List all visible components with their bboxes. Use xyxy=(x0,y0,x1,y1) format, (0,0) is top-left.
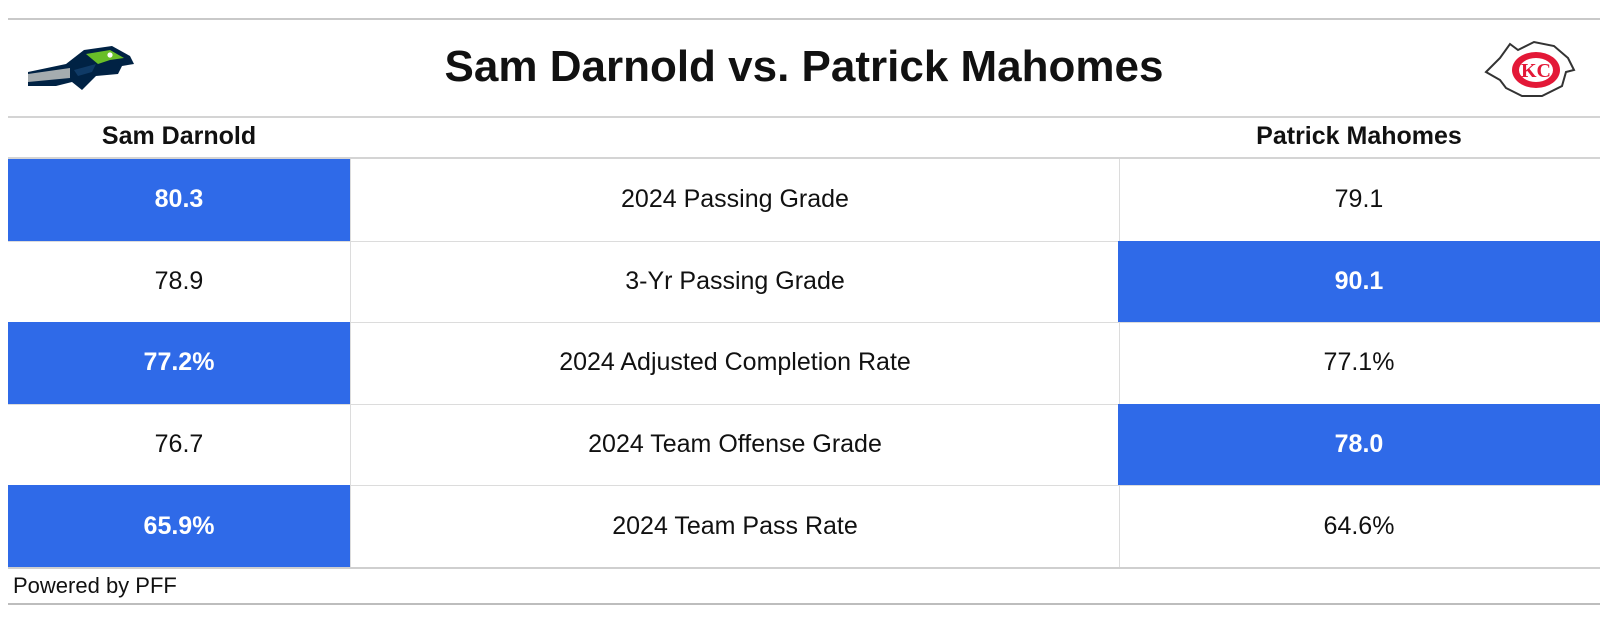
top-rule xyxy=(8,18,1600,20)
kc-letters: KC xyxy=(1521,60,1551,82)
page-title: Sam Darnold vs. Patrick Mahomes xyxy=(444,42,1164,91)
footer-credit: Powered by PFF xyxy=(13,573,177,598)
right-value-cell: 78.0 xyxy=(1118,403,1600,486)
left-value-cell: 80.3 xyxy=(8,159,350,241)
table-row: 76.7 2024 Team Offense Grade 78.0 xyxy=(8,403,1600,487)
left-value-cell: 65.9% xyxy=(8,485,350,567)
right-value-cell: 77.1% xyxy=(1323,348,1395,377)
header: Sam Darnold vs. Patrick Mahomes KC xyxy=(8,20,1600,118)
chiefs-logo: KC xyxy=(1484,40,1576,97)
table-row: 77.2% 2024 Adjusted Completion Rate 77.1% xyxy=(8,322,1600,405)
right-value-cell: 90.1 xyxy=(1118,240,1600,323)
end-rule xyxy=(8,603,1600,605)
left-value-cell: 76.7 xyxy=(154,430,204,459)
comparison-table: 80.3 2024 Passing Grade 79.1 78.9 3-Yr Passi… xyxy=(8,159,1600,568)
right-value-cell: 64.6% xyxy=(1323,511,1395,540)
metric-label-cell: 2024 Passing Grade xyxy=(350,159,1120,241)
column-header-left: Sam Darnold xyxy=(101,122,257,150)
metric-label-cell: 3-Yr Passing Grade xyxy=(350,240,1120,323)
right-value-cell: 79.1 xyxy=(1334,185,1384,214)
table-row: 80.3 2024 Passing Grade 79.1 xyxy=(8,159,1600,242)
column-header-right: Patrick Mahomes xyxy=(1256,122,1462,150)
left-value-cell: 78.9 xyxy=(154,266,204,295)
left-value-cell: 77.2% xyxy=(8,322,350,404)
metric-label-cell: 2024 Team Pass Rate xyxy=(350,485,1120,567)
table-row: 65.9% 2024 Team Pass Rate 64.6% xyxy=(8,485,1600,568)
metric-label-cell: 2024 Team Offense Grade xyxy=(350,403,1120,486)
table-row: 78.9 3-Yr Passing Grade 90.1 xyxy=(8,240,1600,324)
header-rule xyxy=(8,157,1600,159)
bottom-rule xyxy=(8,567,1600,569)
seahawks-logo xyxy=(28,46,134,90)
metric-label-cell: 2024 Adjusted Completion Rate xyxy=(350,322,1120,404)
